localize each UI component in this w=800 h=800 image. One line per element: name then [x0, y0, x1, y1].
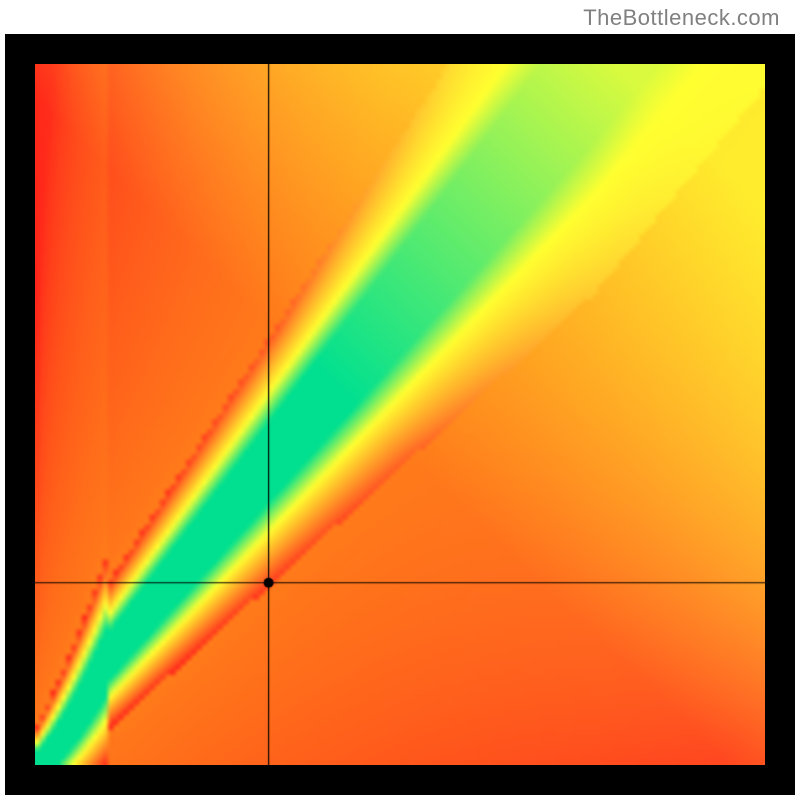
watermark-text: TheBottleneck.com	[583, 5, 780, 31]
bottleneck-heatmap	[35, 64, 765, 765]
